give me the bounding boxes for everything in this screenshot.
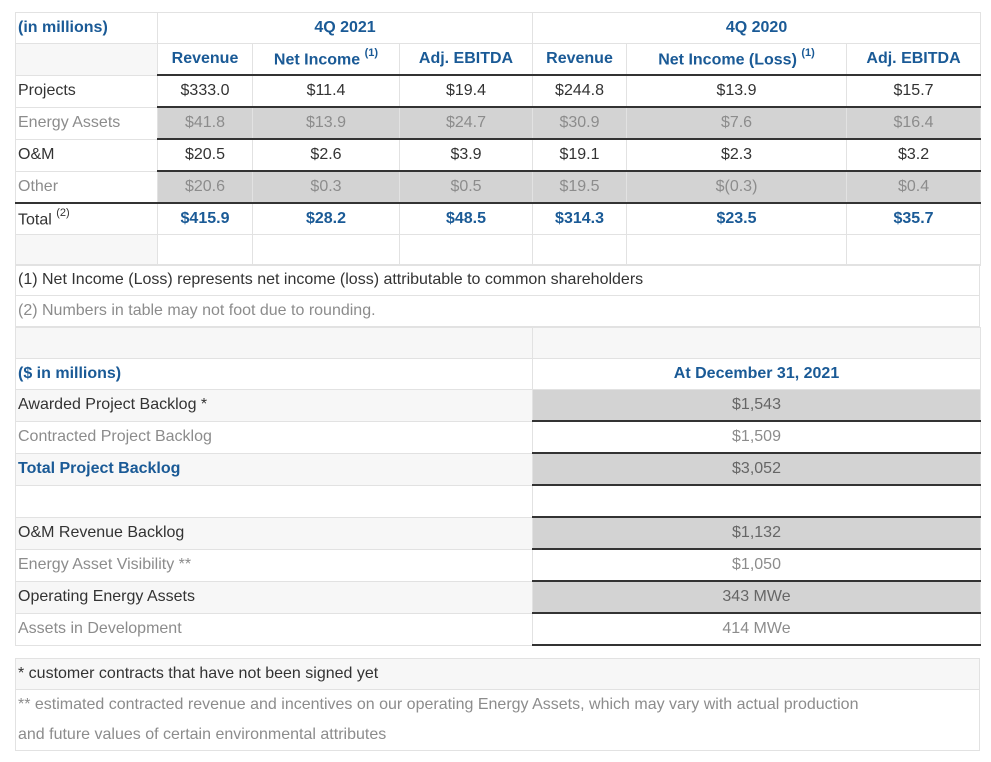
backlog-date-header: At December 31, 2021 [532, 358, 981, 390]
footnote-4-continued: and future values of certain environment… [15, 720, 980, 751]
table-cell: $19.5 [532, 170, 628, 204]
table-cell: $20.5 [157, 138, 253, 172]
col-net-income-2020: Net Income (Loss) (1) [626, 43, 848, 76]
spacer-row [15, 327, 981, 359]
row-label: Contracted Project Backlog [15, 420, 533, 454]
row-label: Energy Assets [15, 106, 158, 140]
col-adj-ebitda-2020: Adj. EBITDA [846, 43, 982, 76]
table-cell: $1,543 [532, 389, 981, 422]
table-cell: $0.4 [846, 170, 982, 204]
footnote-2: (2) Numbers in table may not foot due to… [15, 295, 980, 327]
segment-results-table: (in millions) 4Q 2021 4Q 2020 Revenue Ne… [15, 12, 982, 266]
units-label: (in millions) [15, 12, 158, 44]
row-label: O&M Revenue Backlog [15, 516, 533, 550]
table-row: Awarded Project Backlog * $1,543 [15, 389, 981, 422]
table-row: Total Project Backlog $3,052 [15, 452, 981, 486]
row-label: Projects [15, 74, 158, 108]
row-label: Operating Energy Assets [15, 580, 533, 614]
table-cell: $24.7 [398, 106, 534, 140]
backlog-units-label: ($ in millions) [15, 358, 533, 390]
table-cell: $19.1 [532, 138, 628, 172]
table-cell: $0.5 [398, 170, 534, 204]
total-cell: $48.5 [398, 202, 534, 235]
row-label: Energy Asset Visibility ** [15, 548, 533, 582]
total-cell: $35.7 [846, 202, 982, 235]
table-cell: $244.8 [532, 74, 628, 108]
table-cell: $20.6 [157, 170, 253, 204]
backlog-footnotes: * customer contracts that have not been … [15, 658, 980, 751]
table-row: Contracted Project Backlog $1,509 [15, 420, 981, 454]
total-row: Total (2) $415.9 $28.2 $48.5 $314.3 $23.… [15, 202, 982, 235]
table-cell: $7.6 [626, 106, 848, 140]
period-header-2020: 4Q 2020 [532, 12, 982, 44]
col-adj-ebitda-2021: Adj. EBITDA [398, 43, 534, 76]
table-cell: $3,052 [532, 452, 981, 486]
table-cell: $333.0 [157, 74, 253, 108]
table-cell: $0.3 [252, 170, 400, 204]
table-cell: $1,509 [532, 420, 981, 454]
table-cell: $16.4 [846, 106, 982, 140]
table-cell: $19.4 [398, 74, 534, 108]
row-label: Awarded Project Backlog * [15, 389, 533, 422]
footnote-1: (1) Net Income (Loss) represents net inc… [15, 264, 980, 296]
table-row: Other $20.6 $0.3 $0.5 $19.5 $(0.3) $0.4 [15, 170, 982, 204]
spacer-row [15, 484, 981, 518]
total-cell: $23.5 [626, 202, 848, 235]
backlog-header-row: ($ in millions) At December 31, 2021 [15, 358, 981, 390]
table-row: Energy Asset Visibility ** $1,050 [15, 548, 981, 582]
spacer-row [15, 234, 982, 266]
table-header-row: (in millions) 4Q 2021 4Q 2020 [15, 12, 982, 44]
table-cell: $3.2 [846, 138, 982, 172]
table-cell: $(0.3) [626, 170, 848, 204]
table-cell: 343 MWe [532, 580, 981, 614]
row-label: Other [15, 170, 158, 204]
column-header-row: Revenue Net Income (1) Adj. EBITDA Reven… [15, 43, 982, 76]
table-cell: $41.8 [157, 106, 253, 140]
table-cell: 414 MWe [532, 612, 981, 646]
col-net-income-2021: Net Income (1) [252, 43, 400, 76]
table-row: Projects $333.0 $11.4 $19.4 $244.8 $13.9… [15, 74, 982, 108]
total-cell: $314.3 [532, 202, 628, 235]
table-cell: $1,050 [532, 548, 981, 582]
table-cell: $11.4 [252, 74, 400, 108]
row-label: O&M [15, 138, 158, 172]
table-cell: $2.6 [252, 138, 400, 172]
row-label: Total Project Backlog [15, 452, 533, 486]
col-revenue-2021: Revenue [157, 43, 253, 76]
table-cell: $15.7 [846, 74, 982, 108]
table-row: Energy Assets $41.8 $13.9 $24.7 $30.9 $7… [15, 106, 982, 140]
footnote-3: * customer contracts that have not been … [15, 658, 980, 690]
row-label: Assets in Development [15, 612, 533, 646]
table-row: O&M $20.5 $2.6 $3.9 $19.1 $2.3 $3.2 [15, 138, 982, 172]
table-cell: $13.9 [626, 74, 848, 108]
segment-footnotes: (1) Net Income (Loss) represents net inc… [15, 264, 980, 327]
table-cell: $3.9 [398, 138, 534, 172]
backlog-table: ($ in millions) At December 31, 2021 Awa… [15, 327, 981, 646]
footnote-4: ** estimated contracted revenue and ince… [15, 689, 980, 720]
table-row: Operating Energy Assets 343 MWe [15, 580, 981, 614]
table-cell: $13.9 [252, 106, 400, 140]
table-row: O&M Revenue Backlog $1,132 [15, 516, 981, 550]
period-header-2021: 4Q 2021 [156, 12, 534, 44]
table-row: Assets in Development 414 MWe [15, 612, 981, 646]
table-cell: $1,132 [532, 516, 981, 550]
table-cell: $30.9 [532, 106, 628, 140]
total-label: Total (2) [15, 202, 158, 235]
col-revenue-2020: Revenue [532, 43, 628, 76]
table-cell: $2.3 [626, 138, 848, 172]
total-cell: $28.2 [252, 202, 400, 235]
total-cell: $415.9 [157, 202, 253, 235]
